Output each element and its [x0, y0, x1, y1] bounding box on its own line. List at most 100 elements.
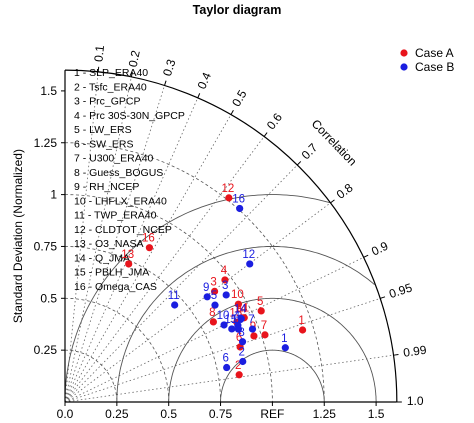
point-label: 4 [234, 310, 241, 322]
x-tick-label: 0.5 [160, 407, 177, 421]
point-label: 12 [242, 249, 255, 261]
correlation-ray [64, 354, 394, 403]
correlation-tick-mark [380, 296, 386, 299]
data-point [223, 363, 231, 372]
variable-annotation: 11 - TWP_ERA40 [74, 210, 157, 222]
y-tick-label: 1 [50, 188, 57, 202]
y-tick-label: 0.25 [34, 343, 58, 357]
rms-arc [116, 245, 375, 403]
point-label: 8 [238, 327, 244, 339]
chart-title: Taylor diagram [193, 3, 282, 17]
data-point [145, 244, 154, 252]
correlation-tick-mark [230, 110, 234, 115]
point-label: 6 [222, 353, 228, 365]
point-label: 16 [232, 193, 245, 205]
point-label: 8 [209, 307, 215, 319]
correlation-tick-label: 0.7 [299, 140, 321, 162]
correlation-ray [64, 256, 364, 403]
point-label: 16 [142, 233, 155, 245]
data-point [228, 325, 236, 333]
correlation-tick-label: 0.99 [402, 343, 427, 360]
data-point [257, 307, 265, 315]
correlation-ray [64, 71, 99, 403]
correlation-tick-label: 0.1 [91, 44, 107, 62]
data-point [221, 276, 229, 284]
variable-annotation: 1 - SLP_ERA40 [74, 67, 148, 79]
point-label: 3 [222, 280, 228, 292]
data-point [236, 204, 244, 213]
data-point [235, 371, 243, 379]
correlation-tick-mark [197, 93, 201, 99]
point-label: 6 [236, 332, 242, 344]
variable-annotation: 10 - LHFLX_ERA40 [74, 195, 167, 207]
correlation-ray [64, 114, 232, 403]
data-point [281, 344, 289, 352]
variable-annotation: 8 - Guess_BOGUS [74, 167, 163, 179]
legend-marker [400, 49, 408, 57]
variable-annotation: 6 - SW_ERS [74, 138, 134, 150]
correlation-ray [64, 76, 132, 403]
data-point [209, 318, 217, 326]
variable-annotation: 13 - O3_NASA [74, 238, 143, 250]
correlation-tick-mark [393, 353, 399, 356]
point-label: 5 [211, 290, 217, 302]
correlation-tick-mark [164, 80, 167, 86]
variable-annotation: 14 - Q_JMA [74, 252, 130, 264]
point-label: 4 [221, 265, 228, 277]
data-point [246, 260, 254, 268]
correlation-ray [64, 164, 298, 403]
correlation-tick-label: 0.9 [369, 239, 390, 259]
correlation-tick-mark [97, 66, 100, 72]
data-point [125, 260, 133, 268]
data-point [210, 287, 219, 295]
data-point [238, 338, 247, 346]
point-label: 15 [224, 314, 237, 326]
correlation-tick-mark [363, 254, 369, 258]
correlation-tick-mark [296, 161, 302, 166]
grid-layer [64, 71, 394, 403]
data-point [222, 291, 230, 299]
correlation-tick-label: 0.3 [160, 57, 178, 77]
point-label: 11 [237, 303, 249, 315]
rms-arc [168, 297, 377, 402]
data-point [261, 331, 269, 339]
correlation-tick-label: 0.6 [264, 110, 285, 132]
variable-annotation: 4 - Prc 30S-30N_GPCP [74, 110, 185, 122]
point-label: 14 [235, 303, 248, 315]
point-label: 3 [210, 276, 216, 288]
correlation-tick-mark [263, 132, 268, 137]
x-tick-label: 0.25 [105, 407, 129, 421]
correlation-tick-mark [330, 199, 335, 204]
legend-marker [400, 63, 408, 71]
point-label: 12 [221, 183, 234, 195]
std-arc [64, 246, 221, 403]
data-point [203, 293, 211, 301]
std-arc [64, 142, 325, 403]
correlation-tick-label: 0.2 [126, 49, 143, 68]
data-point [211, 301, 219, 309]
data-point [298, 326, 307, 334]
correlation-ray [64, 136, 265, 403]
variable-annotation: 7 - U300_ERA40 [74, 153, 154, 165]
point-label: 7 [248, 314, 254, 326]
correlation-tick-label: 0.8 [334, 180, 356, 201]
correlation-ray [64, 97, 199, 403]
point-label: 1 [298, 315, 304, 327]
y-tick-label: 0.75 [34, 239, 58, 253]
y-tick-label: 1.5 [40, 84, 57, 98]
correlation-title: Correlation [309, 117, 360, 169]
std-arc [64, 349, 118, 403]
ref-label: REF [260, 407, 284, 421]
point-label: 2 [239, 346, 245, 358]
std-arc [64, 194, 273, 403]
variable-annotation: 5 - LW_ERS [74, 124, 132, 136]
data-point [225, 194, 233, 202]
x-tick-label: 1.25 [313, 407, 337, 421]
x-tick-label: 1.5 [368, 407, 385, 421]
variable-annotation: 16 - Omega_CAS [74, 281, 157, 293]
point-label: 13 [121, 249, 134, 261]
outer-arc [64, 69, 398, 403]
correlation-ray [64, 298, 381, 403]
